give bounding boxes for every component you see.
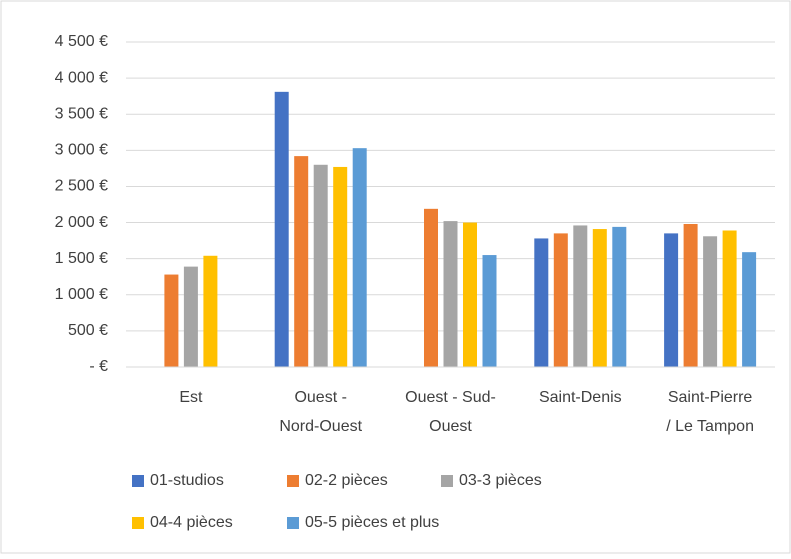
bar	[443, 221, 458, 367]
bar	[183, 266, 198, 367]
x-tick-label-line: / Le Tampon	[666, 418, 754, 435]
bar	[313, 164, 328, 367]
legend-swatch	[287, 517, 299, 529]
bar	[482, 255, 497, 367]
y-tick-label: - €	[89, 358, 108, 375]
x-tick-label: Saint-Pierre / Le Tampon	[666, 389, 754, 435]
bar	[664, 233, 679, 367]
legend-label: 03-3 pièces	[459, 472, 542, 489]
legend-swatch	[287, 475, 299, 487]
legend-swatch	[132, 475, 144, 487]
bar	[612, 226, 627, 367]
legend-label: 01-studios	[150, 472, 224, 489]
y-tick-label: 2 500 €	[55, 178, 108, 195]
y-tick-label: 500 €	[68, 322, 108, 339]
bar	[424, 208, 438, 367]
legend-swatch	[132, 517, 144, 529]
bar	[683, 224, 698, 367]
legend-swatch	[441, 475, 453, 487]
y-tick-label: 1 500 €	[55, 250, 108, 267]
x-tick-label-line: Nord-Ouest	[279, 418, 362, 435]
bar	[352, 148, 367, 367]
bar	[573, 225, 588, 367]
bar	[742, 252, 757, 367]
bar	[592, 229, 607, 367]
bar	[274, 91, 289, 367]
legend-label: 04-4 pièces	[150, 514, 233, 531]
x-tick-label-line: Ouest -	[294, 389, 346, 406]
legend-label: 02-2 pièces	[305, 472, 388, 489]
y-tick-label: 3 500 €	[55, 105, 108, 122]
x-tick-label: Ouest - Sud- Ouest	[405, 389, 496, 435]
x-tick-label-line: Ouest	[429, 418, 472, 435]
x-tick-label-line: Ouest - Sud-	[405, 389, 496, 406]
y-tick-label: 4 000 €	[55, 69, 108, 86]
y-tick-label: 3 000 €	[55, 142, 108, 159]
x-tick-label: Ouest - Nord-Ouest	[279, 389, 362, 435]
bar	[703, 236, 718, 367]
bar	[534, 238, 549, 367]
legend-label: 05-5 pièces et plus	[305, 514, 439, 531]
x-tick-label-line: Est	[179, 389, 203, 406]
bar	[722, 230, 737, 367]
y-tick-label: 4 500 €	[55, 33, 108, 50]
bar	[203, 255, 218, 367]
x-tick-label-line: Saint-Denis	[539, 389, 622, 406]
y-tick-label: 2 000 €	[55, 214, 108, 231]
y-tick-label: 1 000 €	[55, 286, 108, 303]
bar	[294, 156, 309, 367]
bar	[333, 166, 348, 367]
bar	[463, 222, 477, 367]
bar	[164, 274, 179, 367]
x-tick-label: Saint-Denis	[539, 389, 622, 406]
x-tick-label: Est	[179, 389, 203, 406]
bar	[553, 233, 568, 367]
x-tick-label-line: Saint-Pierre	[668, 389, 753, 406]
